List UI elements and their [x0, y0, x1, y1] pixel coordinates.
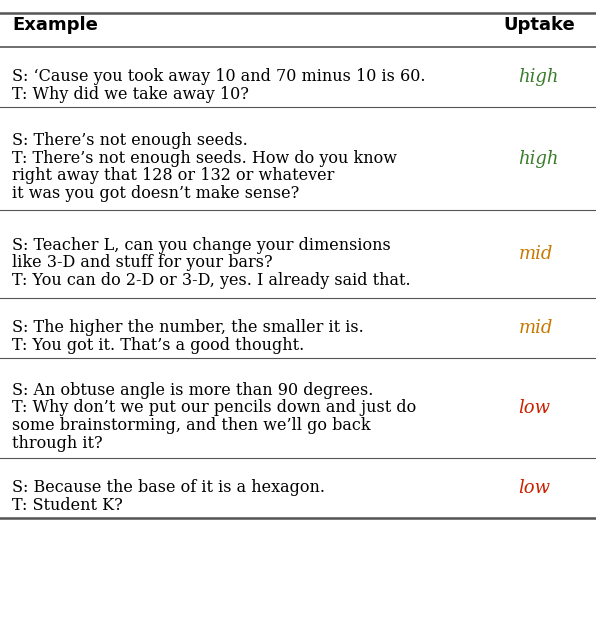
Text: Uptake: Uptake — [504, 16, 575, 34]
Text: like 3-D and stuff for your bars?: like 3-D and stuff for your bars? — [12, 254, 272, 271]
Text: mid: mid — [519, 319, 552, 337]
Text: high: high — [519, 149, 559, 168]
Text: S: Teacher L, can you change your dimensions: S: Teacher L, can you change your dimens… — [12, 237, 390, 254]
Text: T: Why did we take away 10?: T: Why did we take away 10? — [12, 86, 249, 103]
Text: some brainstorming, and then we’ll go back: some brainstorming, and then we’ll go ba… — [12, 417, 371, 434]
Text: right away that 128 or 132 or whatever: right away that 128 or 132 or whatever — [12, 167, 334, 185]
Text: S: The higher the number, the smaller it is.: S: The higher the number, the smaller it… — [12, 319, 364, 337]
Text: mid: mid — [519, 246, 552, 263]
Text: T: You can do 2-D or 3-D, yes. I already said that.: T: You can do 2-D or 3-D, yes. I already… — [12, 272, 411, 289]
Text: low: low — [519, 479, 550, 497]
Text: it was you got doesn’t make sense?: it was you got doesn’t make sense? — [12, 185, 299, 202]
Text: S: An obtuse angle is more than 90 degrees.: S: An obtuse angle is more than 90 degre… — [12, 382, 373, 399]
Text: high: high — [519, 68, 559, 86]
Text: T: Student K?: T: Student K? — [12, 497, 123, 514]
Text: through it?: through it? — [12, 435, 103, 452]
Text: T: Why don’t we put our pencils down and just do: T: Why don’t we put our pencils down and… — [12, 399, 416, 416]
Text: low: low — [519, 399, 550, 417]
Text: S: Because the base of it is a hexagon.: S: Because the base of it is a hexagon. — [12, 480, 325, 497]
Text: Example: Example — [12, 16, 98, 34]
Text: T: There’s not enough seeds. How do you know: T: There’s not enough seeds. How do you … — [12, 150, 397, 167]
Text: S: There’s not enough seeds.: S: There’s not enough seeds. — [12, 133, 248, 149]
Text: T: You got it. That’s a good thought.: T: You got it. That’s a good thought. — [12, 337, 304, 354]
Text: S: ‘Cause you took away 10 and 70 minus 10 is 60.: S: ‘Cause you took away 10 and 70 minus … — [12, 68, 426, 85]
